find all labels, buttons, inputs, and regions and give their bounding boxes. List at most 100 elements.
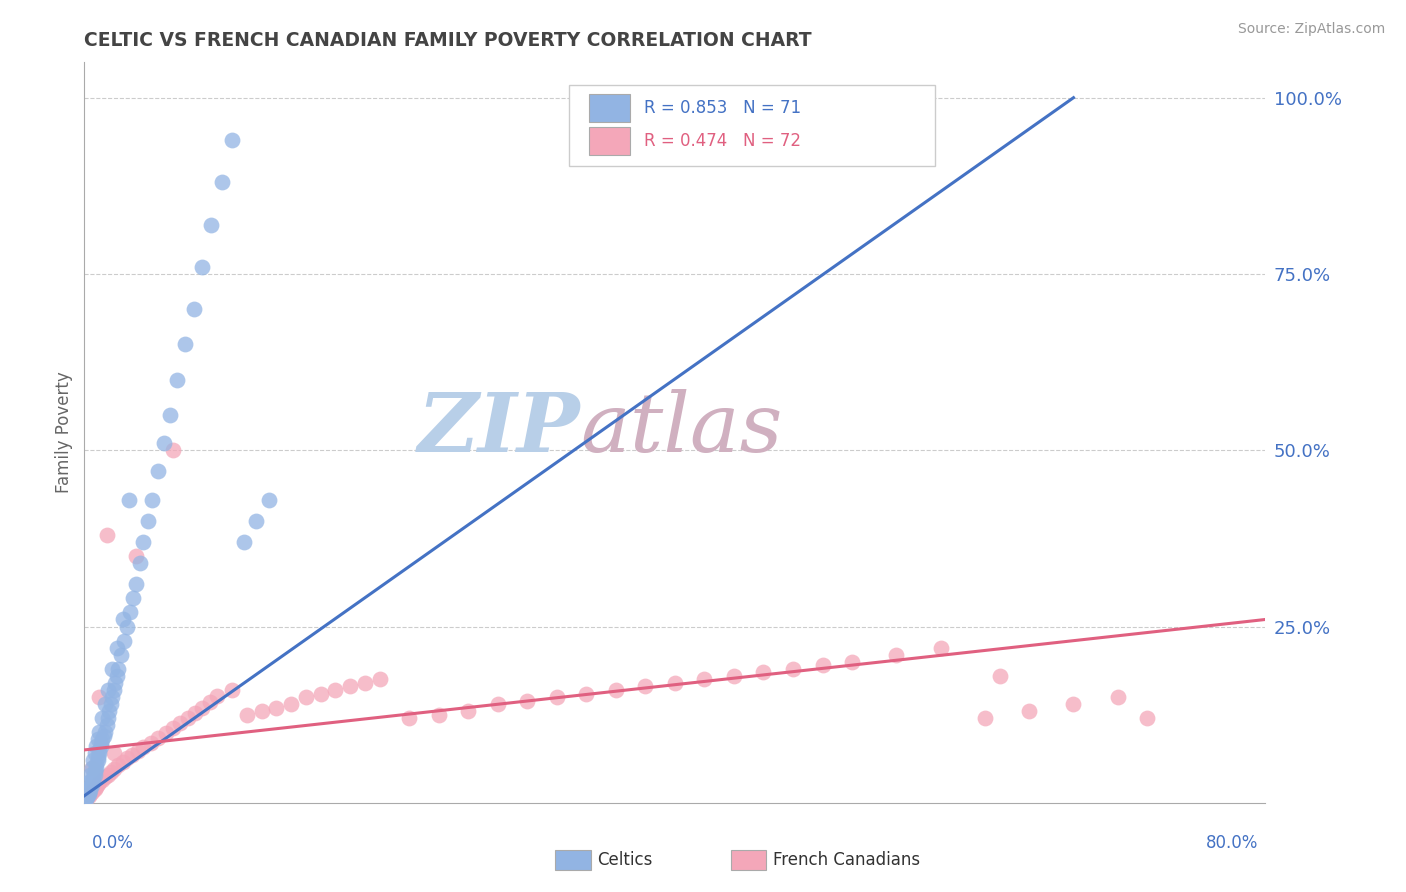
Point [811, 658, 834, 673]
Point [105, 669, 128, 683]
Text: Celtics: Celtics [598, 851, 652, 869]
Text: 80.0%: 80.0% [1206, 834, 1258, 852]
Point [82, 754, 104, 768]
Point [159, 408, 181, 422]
Point [83, 767, 105, 781]
Point [166, 373, 188, 387]
Point [129, 556, 152, 570]
Point [79, 780, 101, 795]
Text: Source: ZipAtlas.com: Source: ZipAtlas.com [1237, 22, 1385, 37]
Point [101, 662, 124, 676]
Point [177, 711, 200, 725]
Point [250, 704, 273, 718]
Point [398, 711, 420, 725]
Point [104, 676, 127, 690]
Point [232, 535, 254, 549]
Point [90, 739, 112, 754]
Point [605, 683, 627, 698]
Point [77, 774, 100, 789]
Point [79, 767, 101, 781]
Point [280, 697, 302, 711]
Point [257, 492, 280, 507]
Point [752, 665, 775, 680]
Point [368, 673, 391, 687]
Point [309, 686, 332, 700]
Point [132, 535, 155, 549]
Point [75, 792, 97, 806]
Point [354, 676, 377, 690]
Point [98, 704, 121, 718]
Point [664, 676, 686, 690]
Point [80, 778, 103, 792]
Point [96, 528, 118, 542]
Point [84, 739, 107, 754]
Point [974, 711, 997, 725]
Point [86, 754, 108, 768]
Point [87, 747, 111, 761]
Point [1063, 697, 1085, 711]
Point [112, 633, 135, 648]
Point [76, 789, 98, 803]
Point [169, 716, 191, 731]
Point [191, 700, 214, 714]
Point [211, 175, 233, 189]
Text: atlas: atlas [581, 389, 783, 469]
Point [115, 751, 138, 765]
FancyBboxPatch shape [568, 85, 935, 166]
Point [153, 436, 176, 450]
Point [427, 707, 450, 722]
Point [75, 792, 97, 806]
Point [94, 725, 117, 739]
Point [132, 740, 155, 755]
Point [841, 655, 863, 669]
Point [107, 758, 129, 772]
Point [929, 640, 952, 655]
Point [90, 736, 112, 750]
Point [103, 762, 125, 776]
Point [184, 706, 207, 721]
Text: 0.0%: 0.0% [91, 834, 134, 852]
Point [77, 789, 100, 803]
Point [77, 785, 100, 799]
Point [103, 747, 125, 761]
Point [76, 790, 98, 805]
Point [198, 695, 221, 709]
Point [723, 669, 745, 683]
Point [82, 773, 104, 788]
Point [80, 785, 103, 799]
Point [120, 606, 142, 620]
Point [79, 783, 101, 797]
Text: French Canadians: French Canadians [773, 851, 921, 869]
Point [103, 683, 125, 698]
Bar [589, 127, 630, 155]
Point [115, 619, 138, 633]
Point [87, 725, 111, 739]
Point [97, 683, 120, 698]
Point [83, 764, 105, 778]
Point [97, 711, 120, 725]
Point [110, 648, 132, 662]
Point [86, 777, 108, 791]
Point [236, 707, 259, 722]
Point [183, 302, 205, 317]
Point [105, 640, 128, 655]
Point [155, 726, 177, 740]
Point [125, 549, 148, 563]
Point [111, 612, 134, 626]
Point [162, 443, 184, 458]
Point [162, 721, 184, 735]
Point [886, 648, 908, 662]
Point [83, 747, 105, 761]
Text: R = 0.853   N = 71: R = 0.853 N = 71 [644, 99, 801, 117]
Point [148, 731, 170, 745]
Point [191, 260, 214, 274]
Point [94, 697, 117, 711]
Point [79, 788, 101, 802]
Point [782, 662, 804, 676]
Point [77, 788, 100, 802]
Point [141, 492, 163, 507]
Point [76, 790, 98, 805]
Point [82, 771, 104, 785]
Point [84, 757, 107, 772]
Point [127, 744, 149, 758]
